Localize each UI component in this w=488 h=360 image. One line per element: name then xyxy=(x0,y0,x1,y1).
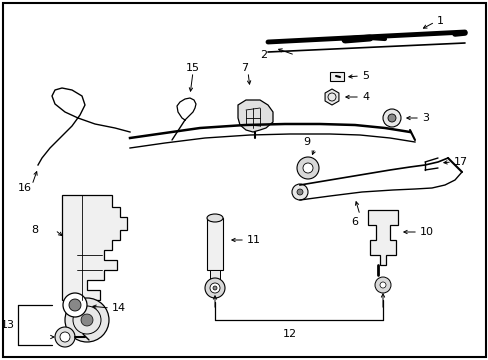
FancyBboxPatch shape xyxy=(329,72,343,81)
Text: 16: 16 xyxy=(18,183,32,193)
Text: 5: 5 xyxy=(361,71,368,81)
Circle shape xyxy=(382,109,400,127)
Bar xyxy=(209,270,220,282)
Circle shape xyxy=(55,327,75,347)
Text: 2: 2 xyxy=(259,50,266,60)
Polygon shape xyxy=(238,100,272,132)
Circle shape xyxy=(374,277,390,293)
Text: 10: 10 xyxy=(419,227,433,237)
Text: 11: 11 xyxy=(246,235,261,245)
Circle shape xyxy=(209,283,220,293)
Circle shape xyxy=(213,286,217,290)
Polygon shape xyxy=(367,210,397,265)
Circle shape xyxy=(379,282,385,288)
Text: 6: 6 xyxy=(351,217,358,227)
Circle shape xyxy=(303,163,312,173)
Circle shape xyxy=(291,184,307,200)
Text: 9: 9 xyxy=(303,137,310,147)
Text: 12: 12 xyxy=(283,329,296,339)
Text: 17: 17 xyxy=(453,157,467,167)
Circle shape xyxy=(387,114,395,122)
Text: 3: 3 xyxy=(421,113,428,123)
Text: 4: 4 xyxy=(361,92,368,102)
Text: 14: 14 xyxy=(112,303,126,313)
Text: 13: 13 xyxy=(1,320,15,330)
Circle shape xyxy=(60,332,70,342)
Circle shape xyxy=(81,314,93,326)
Circle shape xyxy=(296,157,318,179)
Circle shape xyxy=(69,299,81,311)
Polygon shape xyxy=(325,89,338,105)
Polygon shape xyxy=(62,195,127,300)
Text: 15: 15 xyxy=(185,63,200,73)
Circle shape xyxy=(63,293,87,317)
Circle shape xyxy=(204,278,224,298)
Ellipse shape xyxy=(206,214,223,222)
Text: 7: 7 xyxy=(241,63,248,73)
Circle shape xyxy=(296,189,303,195)
Circle shape xyxy=(65,298,109,342)
Text: 1: 1 xyxy=(436,16,443,26)
Text: 8: 8 xyxy=(31,225,38,235)
Bar xyxy=(206,218,223,270)
